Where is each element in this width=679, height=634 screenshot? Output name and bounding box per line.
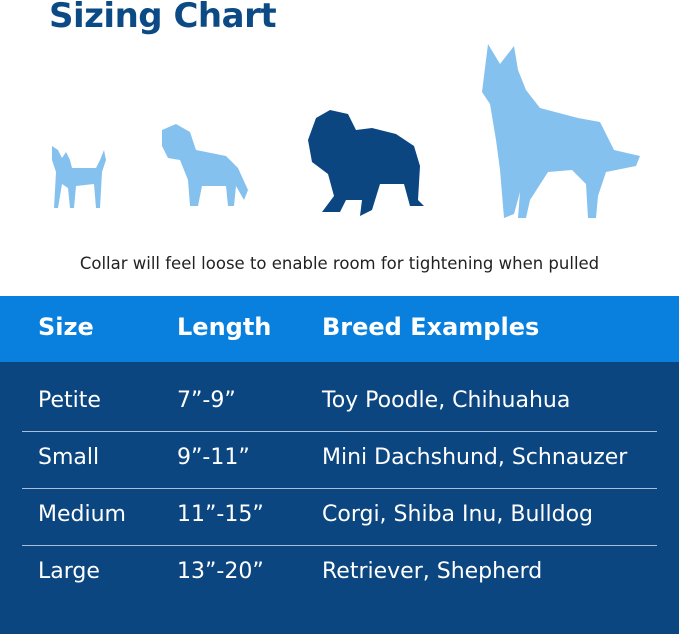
bulldog-icon (308, 110, 424, 216)
header-length: Length (177, 313, 272, 341)
table-header: Size Length Breed Examples (0, 296, 679, 362)
header-breed-examples: Breed Examples (322, 313, 540, 341)
row-divider (22, 488, 657, 489)
length-cell: 11”-15” (177, 502, 264, 527)
row-divider (22, 431, 657, 432)
table-body: Petite 7”-9” Toy Poodle, Chihuahua Small… (0, 362, 679, 634)
size-cell: Small (38, 445, 100, 470)
row-divider (22, 545, 657, 546)
breed-cell: Retriever, Shepherd (322, 559, 543, 584)
table-row: Small 9”-11” Mini Dachshund, Schnauzer (0, 431, 679, 488)
page-title: Sizing Chart (49, 0, 277, 36)
table-row: Medium 11”-15” Corgi, Shiba Inu, Bulldog (0, 488, 679, 545)
breed-cell: Corgi, Shiba Inu, Bulldog (322, 502, 594, 527)
length-cell: 7”-9” (177, 388, 236, 413)
table-row: Petite 7”-9” Toy Poodle, Chihuahua (0, 374, 679, 431)
length-cell: 13”-20” (177, 559, 264, 584)
breed-cell: Mini Dachshund, Schnauzer (322, 445, 628, 470)
german-shepherd-icon (482, 44, 640, 218)
size-cell: Medium (38, 502, 126, 527)
collar-note: Collar will feel loose to enable room fo… (79, 254, 600, 273)
chihuahua-icon (52, 146, 106, 208)
length-cell: 9”-11” (177, 445, 250, 470)
schnauzer-icon (162, 124, 248, 206)
header-size: Size (38, 313, 94, 341)
size-cell: Large (38, 559, 100, 584)
dog-silhouettes (52, 44, 640, 218)
size-cell: Petite (38, 388, 101, 413)
breed-cell: Toy Poodle, Chihuahua (322, 388, 571, 413)
table-row: Large 13”-20” Retriever, Shepherd (0, 545, 679, 602)
